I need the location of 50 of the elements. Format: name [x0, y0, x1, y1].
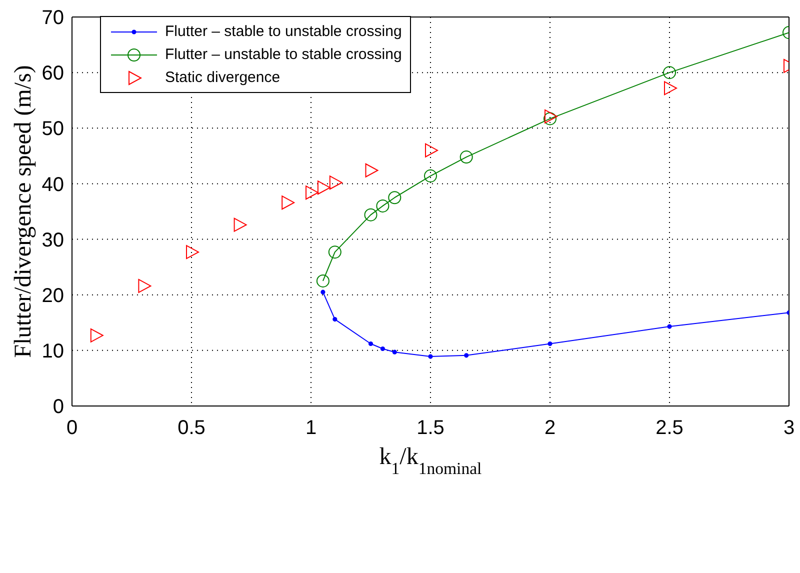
- point: [234, 218, 247, 232]
- x-tick-label: 0: [66, 417, 78, 440]
- point: [428, 354, 433, 359]
- point: [388, 191, 402, 204]
- point: [376, 199, 390, 212]
- x-axis-title: k$_{1}$/k$_{1nominal}$: [379, 444, 482, 478]
- x-tick-label: 1: [305, 417, 317, 440]
- point: [425, 143, 438, 158]
- point: [317, 180, 330, 195]
- x-tick-label: 3: [783, 417, 795, 440]
- y-tick-label: 70: [42, 7, 64, 30]
- legend-label: Flutter – unstable to stable crossing: [165, 46, 402, 63]
- y-tick-label: 40: [42, 174, 64, 196]
- point: [365, 163, 378, 178]
- x-tick-label: 2.5: [656, 417, 684, 440]
- point: [306, 186, 318, 200]
- point: [332, 317, 338, 322]
- legend-label: Static divergence: [165, 69, 280, 86]
- point: [90, 328, 104, 342]
- point: [316, 274, 330, 288]
- legend-label: Flutter – stable to unstable crossing: [165, 23, 402, 40]
- y-tick-label: 60: [42, 62, 64, 85]
- point: [328, 246, 342, 259]
- y-tick-label: 20: [42, 284, 64, 307]
- x-tick-label: 1.5: [416, 417, 444, 440]
- y-tick-label: 10: [42, 340, 64, 363]
- point: [664, 81, 677, 96]
- point: [424, 169, 437, 182]
- y-axis-title: Flutter/divergence speed (m/s): [10, 65, 37, 358]
- point: [460, 150, 473, 164]
- point: [667, 324, 672, 329]
- point: [329, 176, 342, 190]
- point: [464, 353, 469, 358]
- point: [392, 350, 397, 354]
- point: [138, 278, 152, 293]
- point: [663, 66, 676, 80]
- point: [320, 290, 326, 294]
- y-tick-label: 0: [52, 396, 64, 418]
- x-tick-label: 0.5: [178, 417, 206, 440]
- point: [368, 341, 374, 346]
- x-tick-label: 2: [544, 417, 556, 440]
- y-tick-label: 50: [42, 118, 64, 140]
- point: [282, 196, 295, 210]
- point: [544, 109, 558, 124]
- point: [544, 112, 556, 126]
- point: [186, 245, 199, 260]
- point: [548, 341, 552, 346]
- point: [380, 346, 385, 352]
- y-tick-label: 30: [42, 229, 64, 252]
- point: [364, 208, 378, 222]
